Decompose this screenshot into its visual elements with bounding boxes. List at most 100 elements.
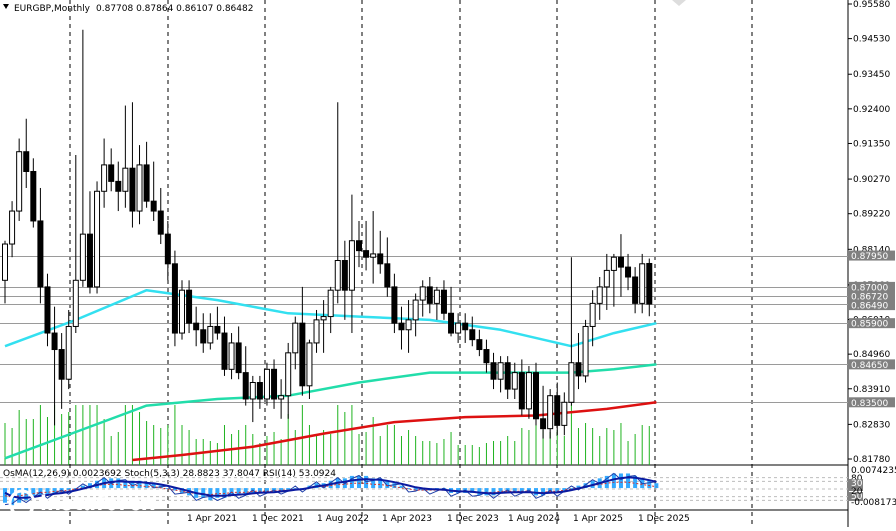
indicator-title: OsMA(12,26,9) 0.0023692 Stoch(5,3,3) 28.… — [3, 469, 336, 479]
candle — [363, 220, 370, 271]
osma-bar — [378, 478, 383, 489]
osma-bar — [413, 488, 418, 491]
time-axis-label: 1 Apr 2021 — [187, 514, 237, 524]
candle — [589, 290, 596, 347]
watermark-tagline: Instant Forex Trading — [48, 515, 143, 525]
collapse-arrow-icon[interactable] — [3, 4, 9, 9]
candle — [348, 194, 355, 334]
time-axis-label: 1 Dec 2021 — [252, 514, 304, 524]
osma-bar — [24, 488, 29, 501]
candle — [433, 286, 440, 320]
candle — [610, 253, 617, 307]
osma-bar — [243, 488, 248, 496]
candle — [632, 267, 639, 314]
osma-bar — [519, 488, 524, 493]
osma-bar — [611, 473, 616, 489]
osma-bar — [357, 475, 361, 489]
price-tick-label: 0.89220 — [853, 210, 890, 220]
candle — [646, 258, 653, 317]
candle — [341, 240, 348, 320]
indicator-axis-label: -0.008173 — [851, 498, 896, 508]
time-axis-label: 1 Apr 2025 — [573, 514, 623, 524]
candle — [625, 253, 632, 291]
osma-bar — [534, 488, 538, 496]
candle — [391, 273, 398, 334]
candle — [504, 356, 511, 399]
chart-title: EURGBP,Monthly — [14, 4, 91, 14]
osma-bar — [385, 480, 390, 489]
candle — [525, 366, 532, 419]
candle — [72, 155, 79, 334]
candle — [292, 316, 299, 370]
indicator-axis-label: 20 — [851, 487, 863, 497]
osma-bar — [633, 475, 638, 489]
candle — [235, 326, 242, 380]
candle — [370, 211, 377, 284]
price-tag-box — [849, 281, 895, 292]
candle — [426, 277, 433, 314]
candle — [129, 102, 136, 228]
osma-bar — [626, 473, 631, 489]
osma-bar — [222, 488, 227, 498]
time-axis-label: 1 Aug 2024 — [508, 514, 560, 524]
candle — [79, 29, 86, 287]
osma-bar — [45, 488, 50, 496]
candle — [419, 280, 426, 317]
osma-bar — [470, 488, 475, 493]
price-tick-label: 0.91350 — [853, 139, 890, 149]
price-tick-label: 0.83910 — [853, 385, 890, 395]
osma-bar — [151, 483, 156, 489]
time-axis-label: 1 Dec 2023 — [447, 514, 499, 524]
candle — [547, 389, 554, 439]
osma-bar — [647, 480, 652, 489]
candle — [242, 346, 249, 406]
candle — [313, 309, 320, 353]
candle — [356, 220, 362, 268]
osma-bar — [137, 480, 142, 489]
osma-bar — [279, 488, 284, 491]
candle — [193, 306, 200, 347]
candle — [398, 306, 405, 350]
candle — [440, 280, 447, 320]
osma-bar — [392, 483, 397, 489]
candle — [455, 313, 462, 343]
price-tag-box — [849, 300, 895, 311]
price-tag-label: 0.87000 — [851, 283, 888, 293]
osma-bar — [17, 488, 22, 503]
instaforex-logo-icon — [8, 489, 36, 517]
candle — [306, 339, 313, 399]
osma-bar — [562, 488, 567, 491]
candle — [334, 102, 341, 304]
candle — [157, 187, 164, 245]
osma-bar — [583, 483, 588, 489]
price-tag-label: 0.83500 — [851, 399, 888, 409]
osma-bar — [208, 488, 213, 501]
osma-bar — [264, 488, 269, 493]
instaforex-watermark: instaforex Instant Forex Trading — [8, 489, 155, 525]
candle — [412, 293, 419, 337]
candle — [221, 316, 228, 376]
osma-bar — [52, 488, 57, 493]
ohlc-readout: 0.87708 0.87864 0.86107 0.86482 — [96, 4, 253, 14]
osma-bar — [512, 488, 517, 493]
osma-bar — [349, 475, 354, 489]
price-tick-label: 0.90270 — [853, 175, 890, 185]
candle — [490, 352, 497, 390]
candle — [228, 333, 235, 380]
indicator-axis-label: 30 — [851, 479, 863, 489]
candle — [285, 342, 292, 419]
candle — [518, 359, 525, 416]
osma-bar — [491, 488, 496, 496]
price-tick-label: 0.84960 — [853, 350, 890, 360]
candle — [249, 375, 256, 423]
time-axis-label: 1 Aug 2022 — [317, 514, 369, 524]
time-axis-labels: 1 Apr 2021 1 Dec 2021 1 Aug 2022 1 Apr 2023… — [187, 514, 690, 524]
osma-bar — [201, 488, 206, 498]
price-tag-label: 0.85900 — [851, 320, 888, 330]
candle — [122, 105, 129, 208]
price-tick-label: 0.81780 — [853, 455, 890, 465]
candle — [327, 286, 334, 334]
candle — [115, 161, 122, 212]
candle — [639, 253, 646, 314]
